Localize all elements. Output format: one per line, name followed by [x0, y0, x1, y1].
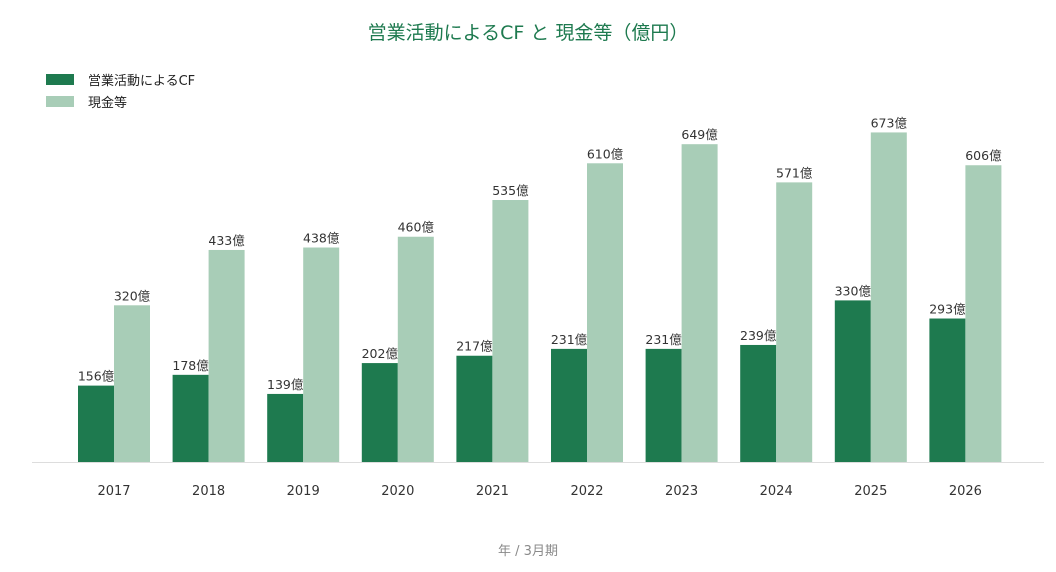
bar-cash-2018 — [208, 249, 245, 462]
bar-operating-cf-2017 — [78, 385, 114, 462]
legend-item-operating-cf: 営業活動によるCF — [46, 68, 195, 90]
x-tick-label-2017: 2017 — [97, 484, 130, 499]
bar-operating-cf-2023 — [645, 348, 682, 462]
data-label-cash-2023: 649億 — [681, 127, 718, 142]
x-tick-label-2023: 2023 — [665, 484, 698, 499]
bar-operating-cf-2024 — [740, 344, 777, 462]
data-label-cash-2017: 320億 — [114, 288, 151, 303]
data-label-operating-cf-2022: 231億 — [551, 332, 588, 347]
chart-title: 営業活動によるCF と 現金等（億円） — [367, 22, 689, 44]
legend-item-cash: 現金等 — [46, 90, 195, 112]
data-label-operating-cf-2018: 178億 — [172, 358, 209, 373]
bar-cash-2026 — [965, 165, 1002, 462]
legend-swatch-operating-cf — [46, 73, 74, 85]
x-tick-label-2026: 2026 — [949, 484, 982, 499]
data-label-operating-cf-2020: 202億 — [362, 346, 399, 361]
bar-operating-cf-2020 — [361, 363, 398, 462]
bar-cash-2025 — [870, 132, 907, 463]
bar-operating-cf-2019 — [267, 393, 304, 462]
data-label-cash-2025: 673億 — [871, 115, 908, 130]
legend-label-cash: 現金等 — [88, 95, 128, 111]
bar-operating-cf-2022 — [551, 348, 587, 462]
data-label-cash-2020: 460億 — [398, 220, 435, 235]
legend-swatch-cash — [46, 95, 74, 107]
data-label-cash-2018: 433億 — [208, 233, 245, 248]
data-label-operating-cf-2019: 139億 — [267, 377, 304, 392]
bar-cash-2020 — [397, 236, 434, 462]
bar-cash-2022 — [587, 163, 623, 462]
x-axis-label: 年 / 3月期 — [498, 544, 558, 559]
data-label-operating-cf-2025: 330億 — [835, 283, 872, 298]
data-label-operating-cf-2017: 156億 — [78, 369, 115, 384]
x-tick-label-2019: 2019 — [287, 484, 320, 499]
x-tick-label-2021: 2021 — [476, 484, 509, 499]
data-label-operating-cf-2024: 239億 — [740, 328, 777, 343]
bar-cash-2024 — [776, 182, 813, 463]
data-label-cash-2026: 606億 — [965, 148, 1002, 163]
bar-cash-2021 — [492, 200, 529, 462]
bar-operating-cf-2018 — [172, 374, 209, 462]
x-tick-label-2024: 2024 — [760, 484, 793, 499]
x-tick-label-2025: 2025 — [854, 484, 887, 499]
bar-cash-2023 — [681, 144, 718, 462]
data-label-operating-cf-2021: 217億 — [456, 339, 493, 354]
chart-legend: 営業活動によるCF 現金等 — [46, 68, 195, 112]
data-label-cash-2022: 610億 — [587, 146, 624, 161]
data-label-operating-cf-2026: 293億 — [929, 302, 966, 317]
bar-cash-2017 — [114, 305, 150, 462]
legend-label-operating-cf: 営業活動によるCF — [88, 73, 196, 89]
data-label-operating-cf-2023: 231億 — [645, 332, 682, 347]
data-label-cash-2024: 571億 — [776, 165, 813, 180]
data-label-cash-2021: 535億 — [492, 183, 529, 198]
data-label-cash-2019: 438億 — [303, 231, 340, 246]
x-tick-label-2022: 2022 — [570, 484, 603, 499]
bar-operating-cf-2026 — [929, 318, 966, 462]
x-tick-label-2018: 2018 — [192, 484, 225, 499]
bar-cash-2019 — [303, 247, 340, 462]
bar-operating-cf-2025 — [834, 300, 871, 462]
bar-operating-cf-2021 — [456, 355, 493, 462]
x-tick-label-2020: 2020 — [381, 484, 414, 499]
